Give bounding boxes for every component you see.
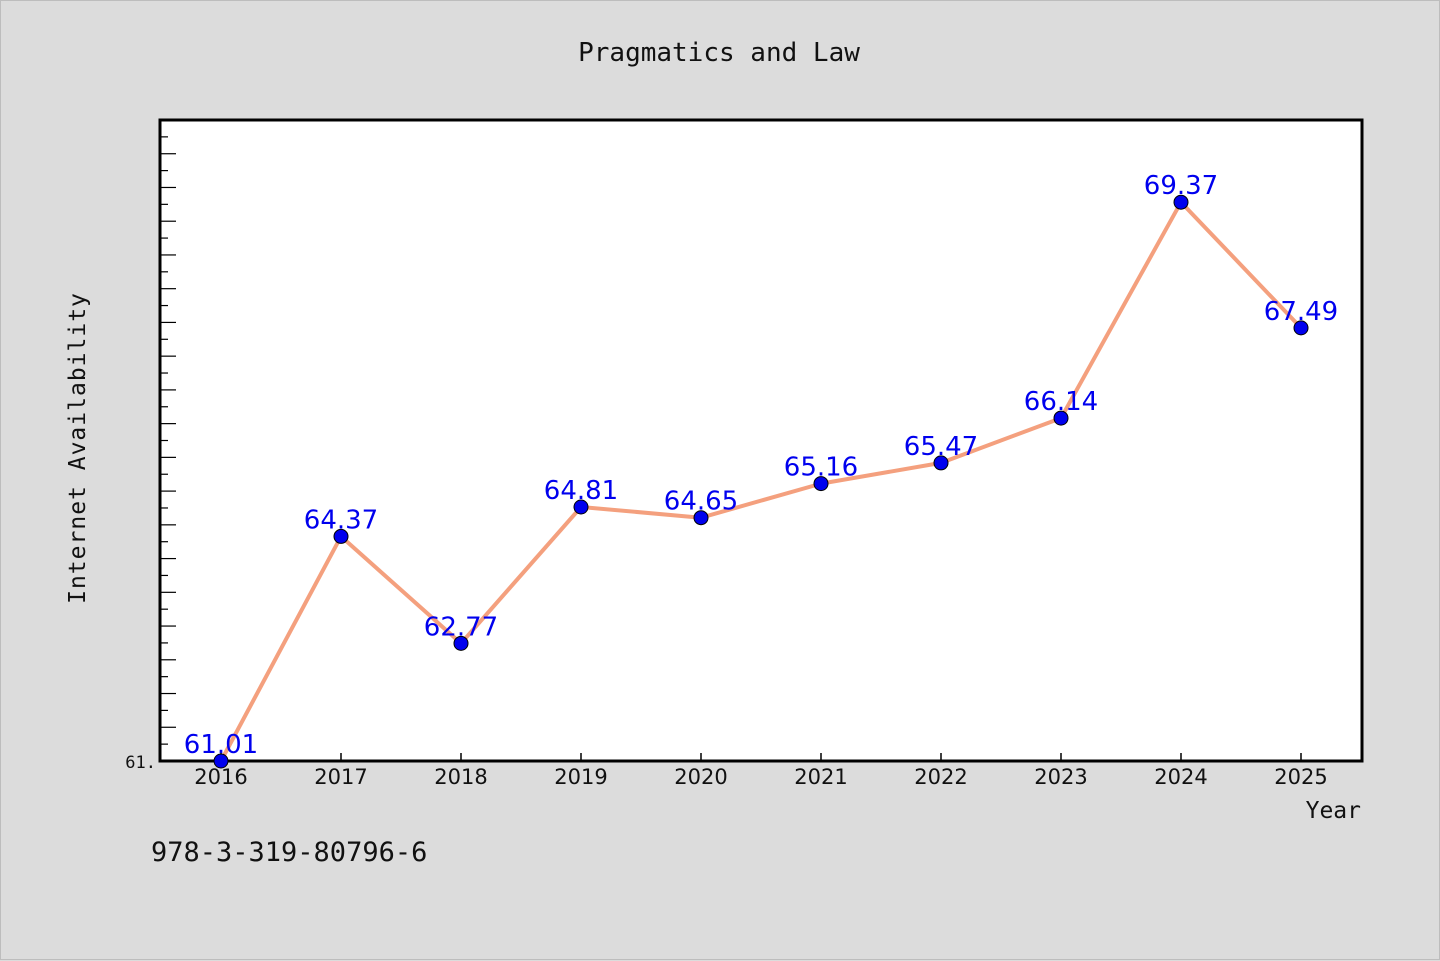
data-point (1173, 194, 1189, 210)
data-label: 65.16 (784, 453, 858, 483)
series-markers (213, 194, 1309, 769)
x-tick-label: 2023 (1034, 765, 1087, 789)
data-point (453, 635, 469, 651)
series-line-group (219, 200, 1303, 763)
x-tick-label: 2019 (554, 765, 607, 789)
data-label: 69.37 (1144, 171, 1218, 201)
x-axis-tick-labels: 2016 2017 2018 2019 2020 2021 2022 2023 2024 2025 (194, 765, 1327, 789)
y-axis-ticks (160, 119, 176, 762)
data-label: 66.14 (1024, 387, 1098, 417)
data-label: 67.49 (1264, 297, 1338, 327)
y-tick-label: 61. (125, 753, 156, 773)
data-label: 65.47 (904, 432, 978, 462)
x-tick-label: 2016 (194, 765, 247, 789)
x-tick-label: 2020 (674, 765, 727, 789)
x-axis-label: Year (1306, 798, 1361, 824)
data-point (333, 528, 349, 544)
data-point (1053, 410, 1069, 426)
data-label: 61.01 (184, 730, 258, 760)
x-tick-label: 2024 (1154, 765, 1207, 789)
x-tick-label: 2022 (914, 765, 967, 789)
x-tick-label: 2017 (314, 765, 367, 789)
series-line (219, 200, 1303, 763)
plot-area (158, 118, 1364, 763)
data-label: 64.81 (544, 476, 618, 506)
data-point (1293, 320, 1309, 336)
isbn-text: 978-3-319-80796-6 (151, 837, 428, 868)
data-point (813, 476, 829, 492)
data-label: 62.77 (424, 612, 498, 642)
x-tick-label: 2018 (434, 765, 487, 789)
data-label: 64.37 (304, 505, 378, 535)
data-point (933, 455, 949, 471)
chart-title: Pragmatics and Law (578, 38, 860, 68)
data-point (693, 510, 709, 526)
y-axis-label: Internet Availability (65, 292, 91, 604)
data-label: 64.65 (664, 487, 738, 517)
data-labels: 61.01 64.37 62.77 64.81 64.65 65.16 65.47 66.14… (184, 171, 1338, 760)
x-tick-label: 2025 (1274, 765, 1327, 789)
x-tick-label: 2021 (794, 765, 847, 789)
data-point (573, 499, 589, 515)
data-point (213, 753, 229, 769)
